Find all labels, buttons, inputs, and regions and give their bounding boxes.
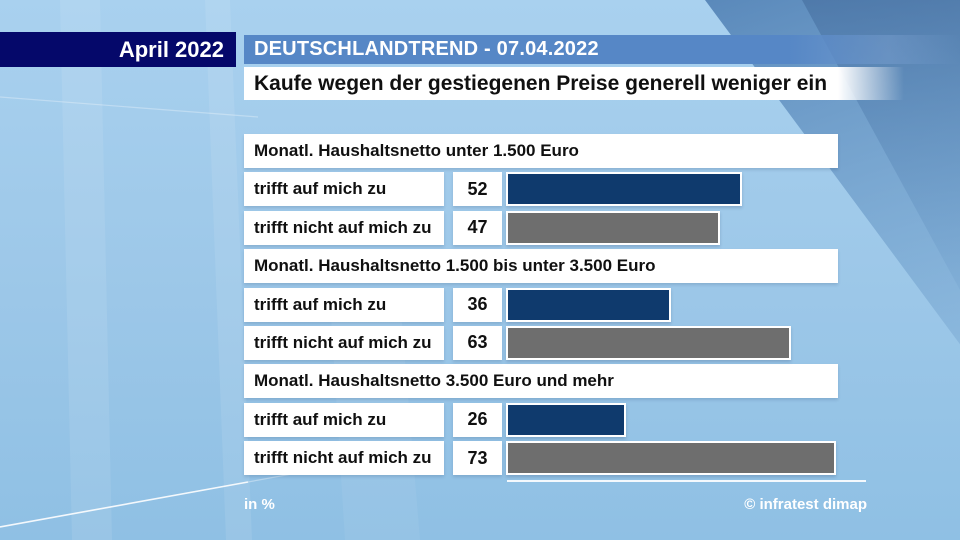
row-label: trifft nicht auf mich zu [244, 441, 444, 476]
row-label: trifft nicht auf mich zu [244, 325, 444, 360]
month-badge: April 2022 [0, 32, 236, 67]
group-header: Monatl. Haushaltsnetto 1.500 bis unter 3… [244, 249, 838, 284]
chart-row: trifft nicht auf mich zu 47 [244, 210, 960, 245]
row-value: 52 [453, 172, 502, 207]
group-header: Monatl. Haushaltsnetto unter 1.500 Euro [244, 134, 838, 168]
chart-row: trifft auf mich zu 52 [244, 172, 960, 207]
row-label: trifft auf mich zu [244, 287, 444, 322]
group-header: Monatl. Haushaltsnetto 3.500 Euro und me… [244, 364, 838, 399]
bar-no [506, 210, 720, 245]
bar-yes [506, 402, 626, 437]
row-value: 47 [453, 210, 502, 245]
show-header: DEUTSCHLANDTREND - 07.04.2022 [244, 35, 960, 64]
row-value: 73 [453, 441, 502, 476]
unit-label: in % [244, 496, 275, 513]
chart-row: trifft auf mich zu 26 [244, 402, 960, 437]
row-value: 63 [453, 325, 502, 360]
chart-title: Kaufe wegen der gestiegenen Preise gener… [244, 67, 904, 100]
chart-row: trifft nicht auf mich zu 73 [244, 441, 960, 476]
row-label: trifft auf mich zu [244, 172, 444, 207]
row-value: 26 [453, 402, 502, 437]
bar-yes [506, 287, 671, 322]
chart-row: trifft nicht auf mich zu 63 [244, 325, 960, 360]
row-label: trifft auf mich zu [244, 402, 444, 437]
bar-yes [506, 172, 742, 207]
bar-no [506, 325, 791, 360]
chart: Monatl. Haushaltsnetto unter 1.500 Euro t… [244, 134, 960, 480]
row-label: trifft nicht auf mich zu [244, 210, 444, 245]
bar-no [506, 441, 836, 476]
chart-row: trifft auf mich zu 36 [244, 287, 960, 322]
row-value: 36 [453, 287, 502, 322]
source-label: © infratest dimap [744, 496, 867, 513]
